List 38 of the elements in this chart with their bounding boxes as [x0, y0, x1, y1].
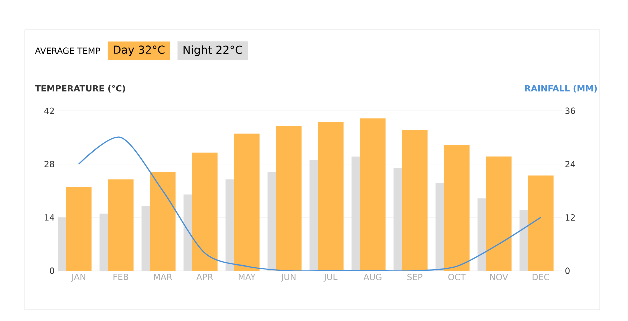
bar: [318, 122, 344, 271]
x-tick-label: AUG: [364, 274, 382, 280]
x-tick-label: OCT: [448, 274, 466, 280]
line-series: [78, 137, 542, 271]
x-tick-label: NOV: [490, 274, 508, 280]
x-tick-label: MAR: [154, 274, 172, 280]
bar: [528, 176, 554, 271]
x-tick-label: FEB: [114, 274, 128, 280]
y-tick-label: 0: [50, 268, 54, 274]
bar: [192, 152, 218, 271]
x-tick-label: DEC: [532, 274, 550, 280]
bar: [402, 130, 428, 271]
x-tick-label: APR: [196, 274, 214, 280]
bar: [108, 180, 134, 271]
y2-tick-label: 24: [566, 161, 576, 168]
y2-axis-title: RAINFALL (MM): [525, 85, 598, 93]
bar: [276, 126, 302, 271]
bar: [234, 134, 260, 271]
y2-tick-label: 36: [566, 108, 576, 114]
y-tick-label: 42: [44, 108, 54, 114]
y-axis-title: TEMPERATURE (°C): [35, 85, 126, 93]
y2-tick-label: 0: [566, 268, 570, 274]
x-tick-label: MAY: [238, 274, 256, 280]
text: Day 32°C: [114, 46, 165, 56]
y2-tick-label: 12: [566, 214, 576, 221]
x-tick-label: JUL: [324, 274, 338, 282]
bar: [444, 145, 470, 271]
x-tick-label: JUN: [281, 274, 296, 282]
text: Night 22°C: [184, 46, 242, 56]
bar: [360, 118, 386, 271]
bar: [66, 187, 92, 271]
y-tick-label: 14: [45, 214, 54, 221]
legend-title: AVERAGE TEMP: [35, 48, 100, 54]
x-tick-label: JAN: [71, 274, 86, 282]
x-tick-label: SEP: [408, 274, 423, 280]
bar: [486, 156, 512, 271]
bar: [150, 172, 176, 271]
y-tick-label: 28: [44, 161, 54, 168]
